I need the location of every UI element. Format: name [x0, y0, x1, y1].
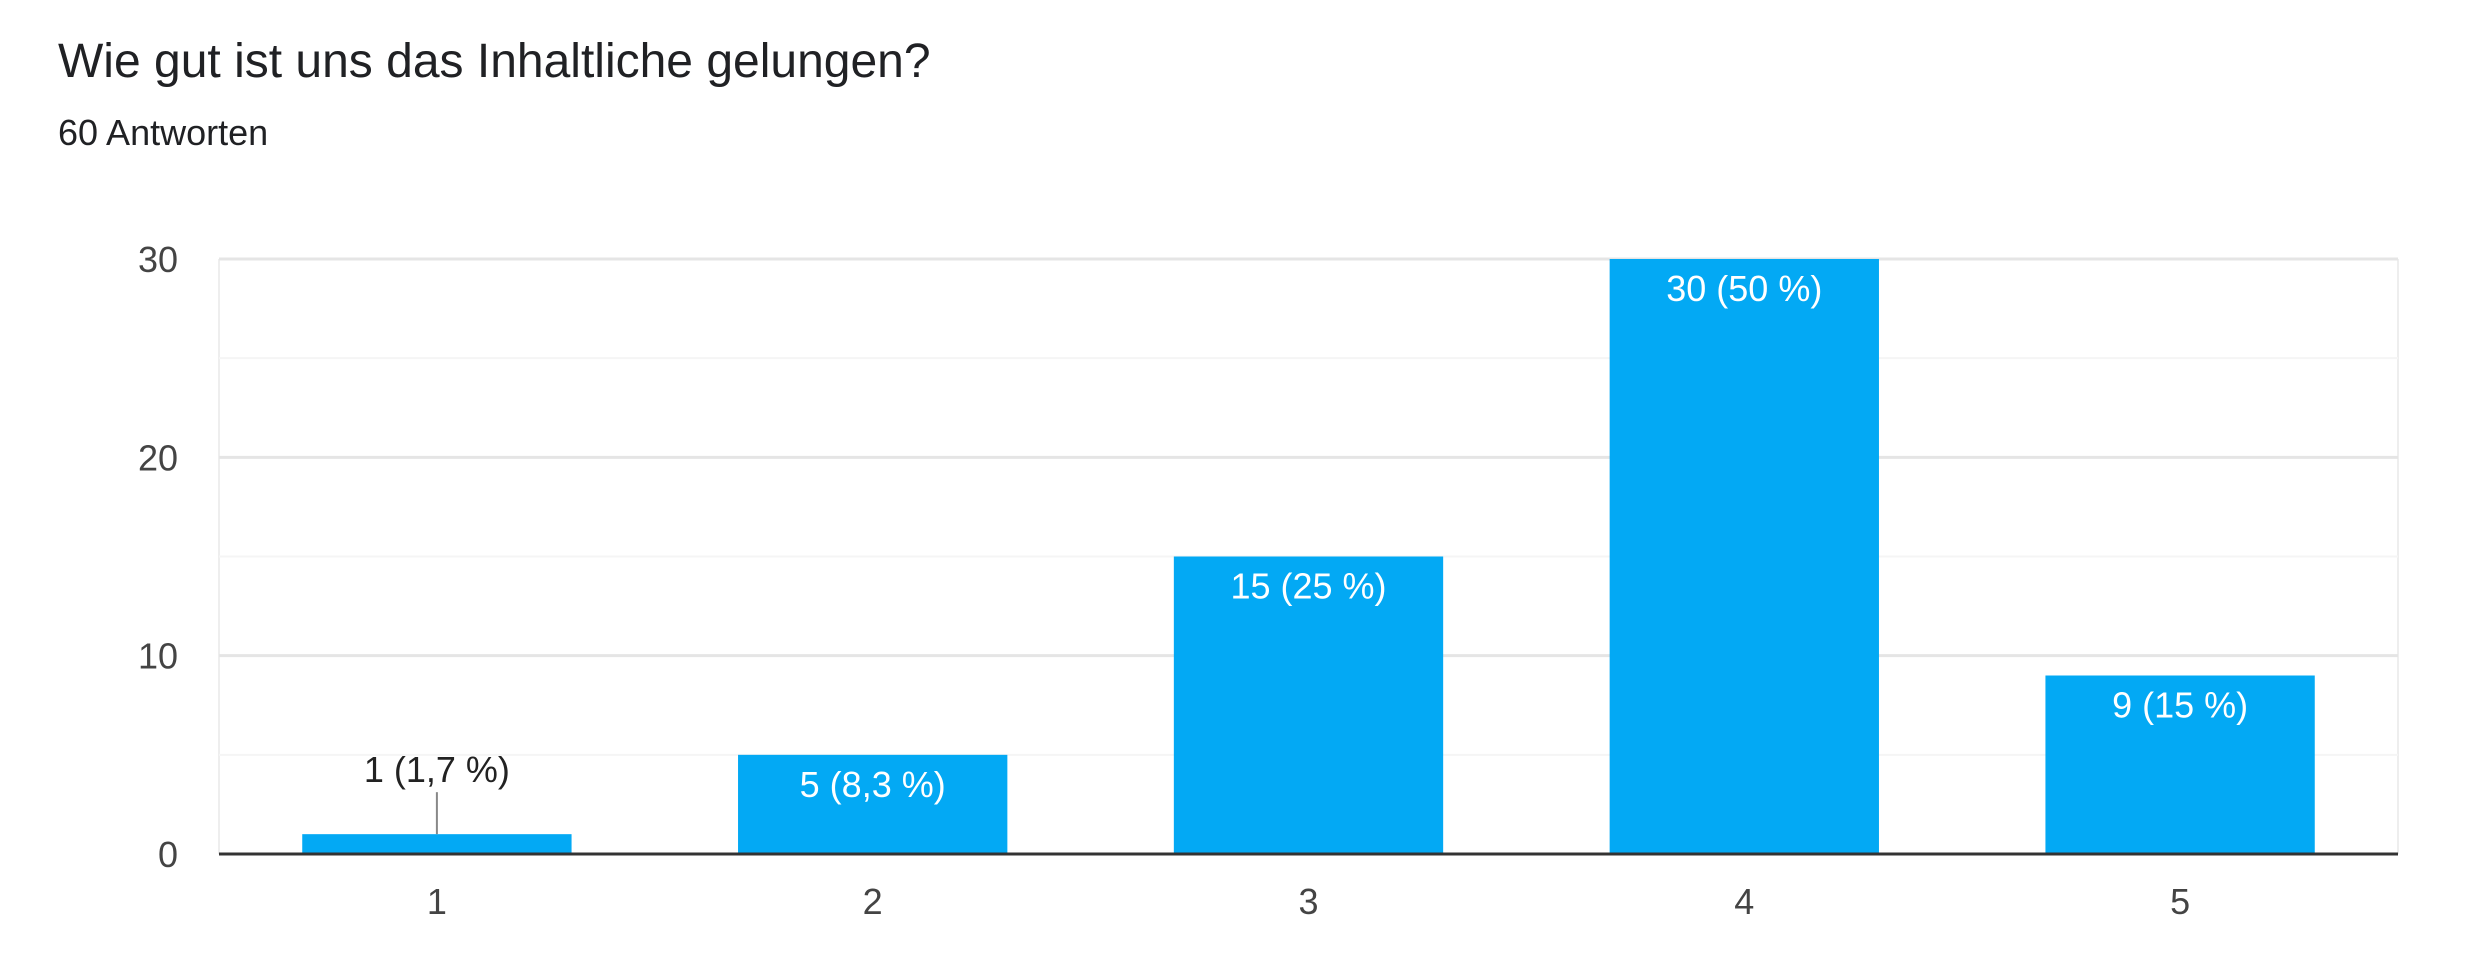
y-tick-label: 10 [138, 636, 178, 677]
bar [302, 834, 572, 854]
x-tick-label: 2 [863, 881, 883, 922]
data-label: 1 (1,7 %) [364, 749, 510, 790]
response-count: 60 Antworten [58, 112, 269, 153]
chart-title: Wie gut ist uns das Inhaltliche gelungen… [58, 35, 931, 88]
bar [1609, 259, 1879, 854]
bar [1173, 556, 1444, 854]
x-tick-label: 5 [2170, 881, 2190, 922]
data-label: 5 (8,3 %) [800, 764, 946, 805]
data-label: 15 (25 %) [1230, 566, 1386, 607]
x-tick-label: 1 [427, 881, 447, 922]
bar [2045, 675, 2315, 854]
data-labels: 1 (1,7 %) 5 (8,3 %) 15 (25 %) 30 (50 %) 9 (1… [364, 268, 2248, 835]
y-tick-label: 0 [158, 834, 178, 875]
y-tick-label: 20 [138, 437, 178, 478]
bars [302, 259, 2315, 854]
x-tick-label: 3 [1298, 881, 1318, 922]
x-tick-label: 4 [1734, 881, 1754, 922]
y-tick-label: 30 [138, 239, 178, 280]
bar [738, 754, 1008, 854]
data-label: 9 (15 %) [2112, 685, 2248, 726]
axes: 0 10 20 30 1 2 3 4 5 [138, 239, 2398, 922]
data-label: 30 (50 %) [1666, 268, 1822, 309]
